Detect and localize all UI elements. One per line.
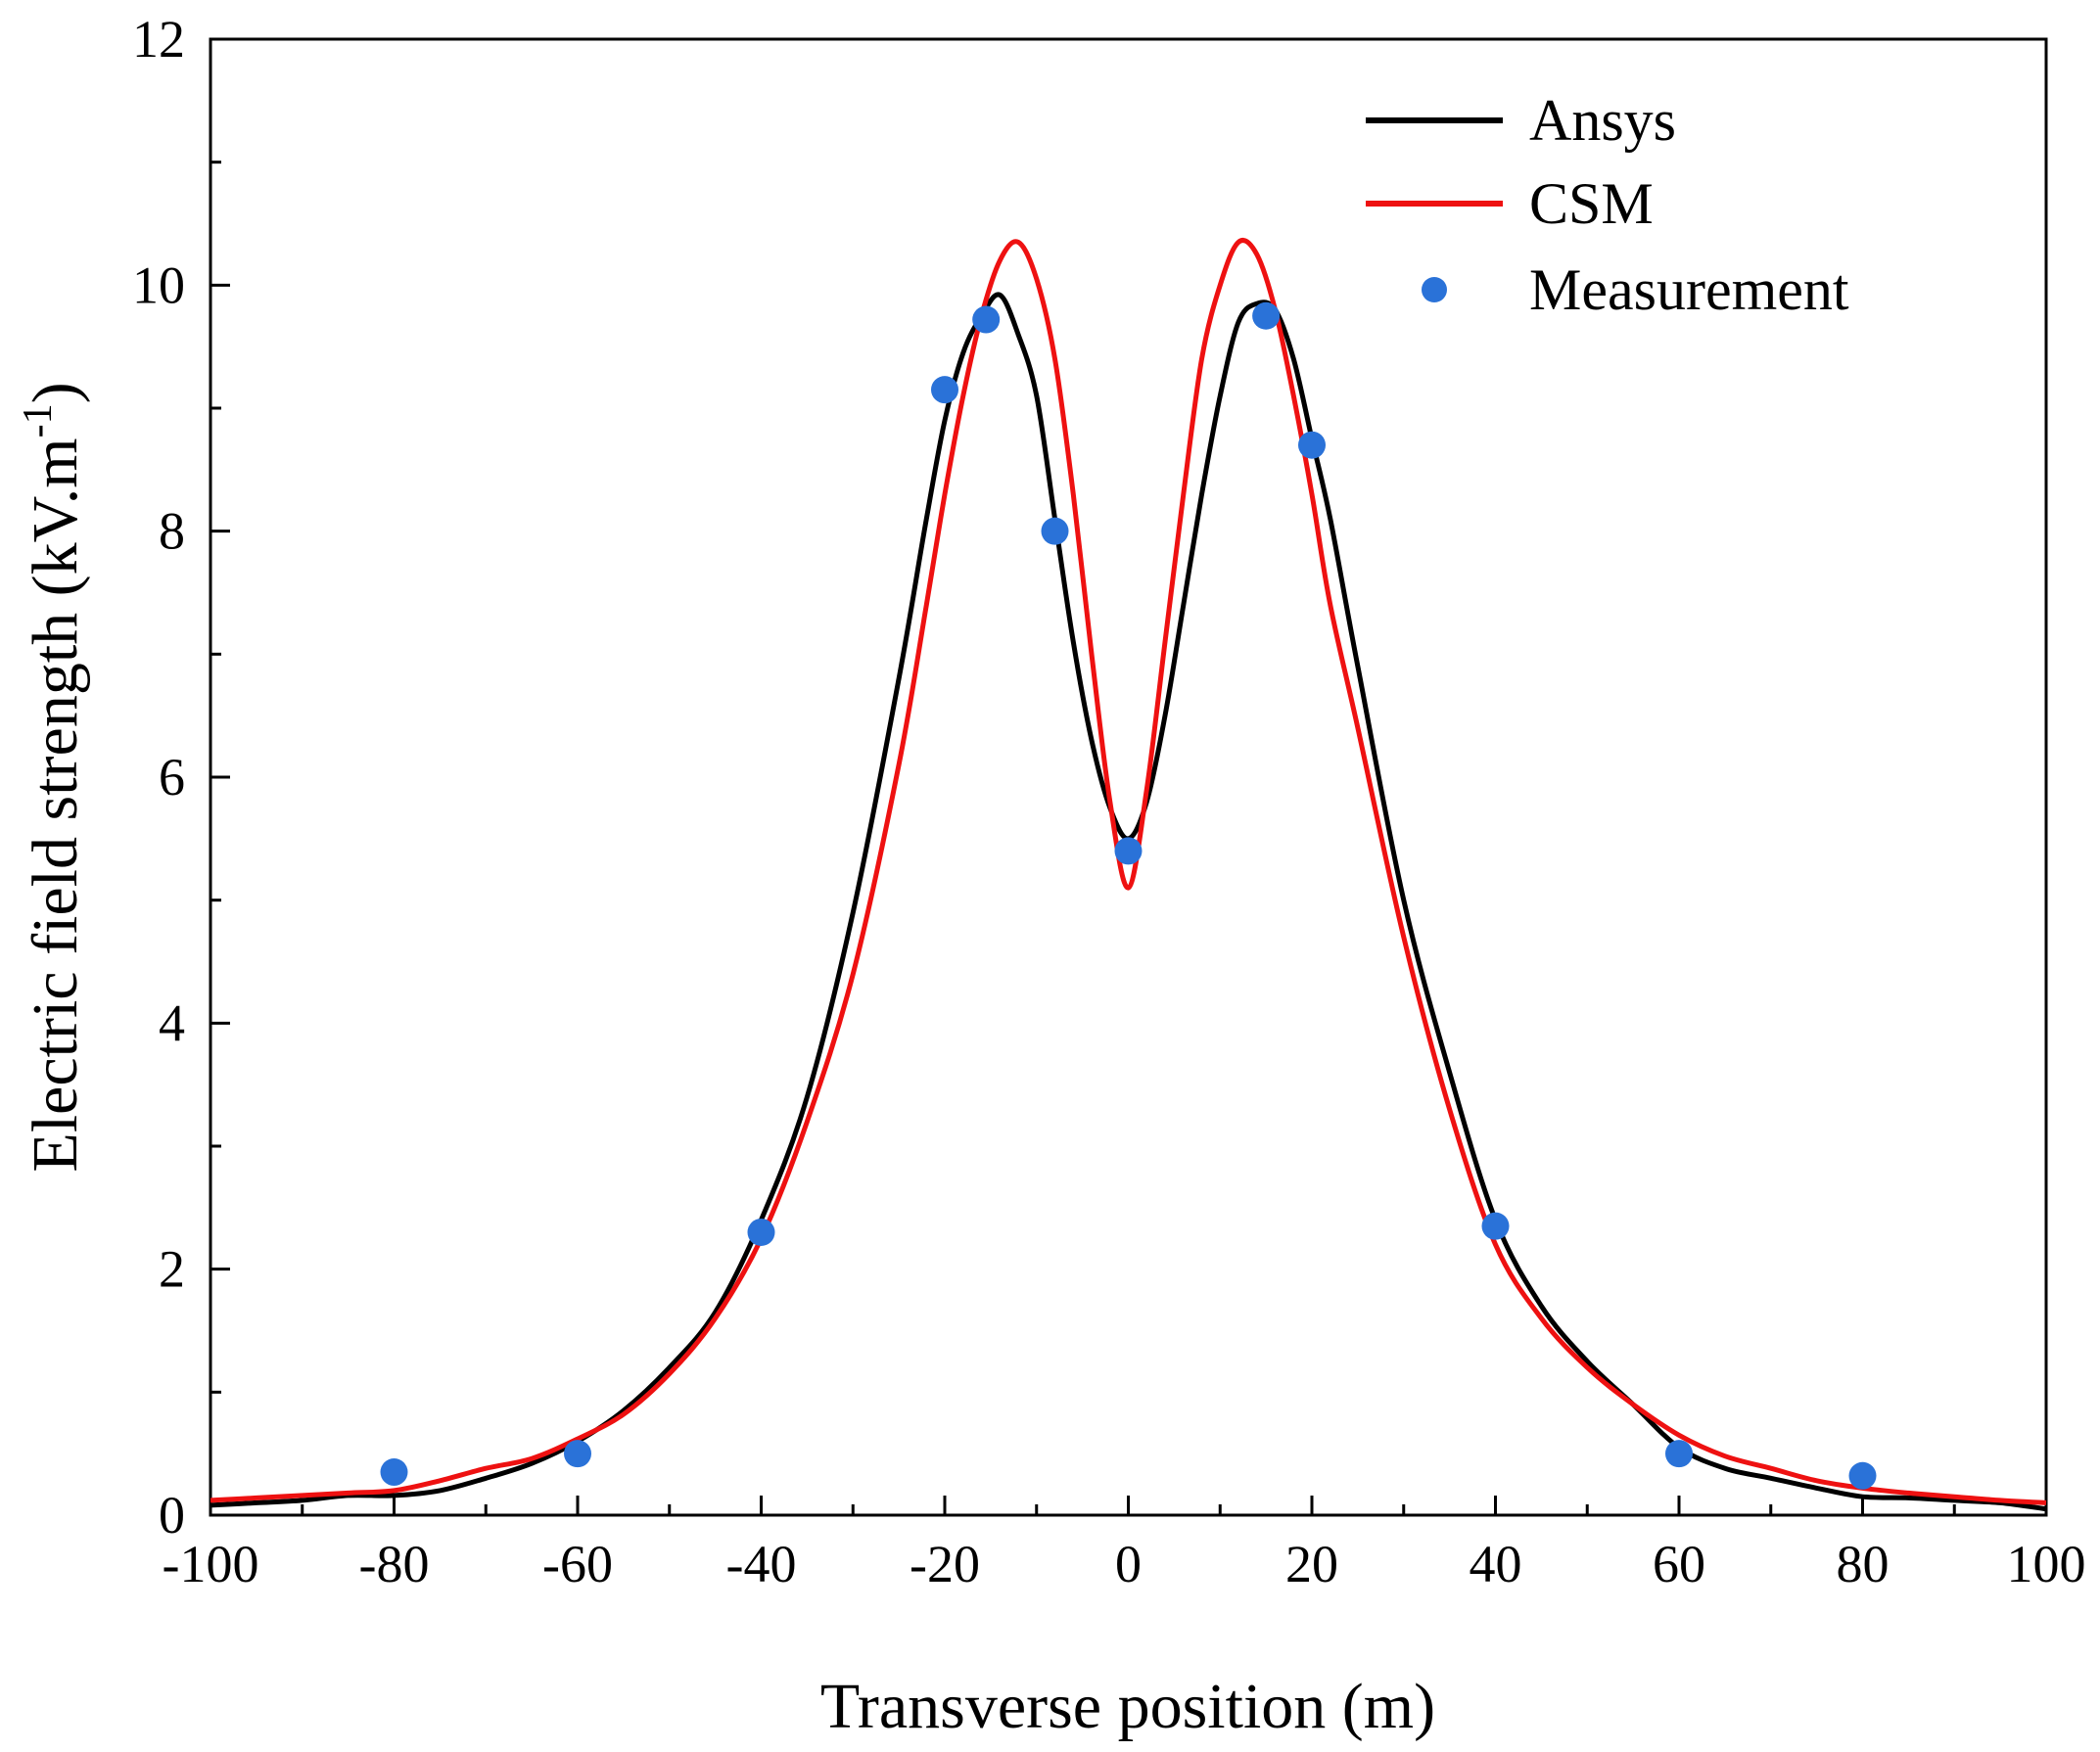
y-tick-label: 0 (159, 1486, 185, 1545)
measurement-point (1252, 301, 1281, 330)
y-tick-label: 8 (159, 502, 185, 561)
x-tick-label: -20 (910, 1535, 980, 1593)
x-tick-label: 80 (1837, 1535, 1890, 1593)
measurement-point (564, 1440, 591, 1468)
measurement-point (1481, 1212, 1510, 1240)
y-tick-labels: 0 2 4 6 8 10 12 (132, 10, 185, 1545)
y-tick-label: 10 (132, 255, 185, 314)
measurement-point (1665, 1440, 1693, 1468)
tick-marks (209, 37, 2048, 1517)
legend-label-ansys: Ansys (1529, 88, 1676, 153)
legend-label-measurement: Measurement (1529, 257, 1849, 322)
series-lines (210, 238, 2047, 1512)
measurement-point (747, 1218, 775, 1246)
measurement-point (1298, 431, 1326, 459)
x-tick-label: -60 (542, 1535, 613, 1593)
measurement-point (972, 305, 1001, 334)
y-tick-label: 12 (132, 10, 185, 69)
y-tick-label: 4 (159, 993, 185, 1052)
y-axis-title: Electric field strength (kV.m-1) (16, 382, 91, 1172)
x-tick-label: 0 (1115, 1535, 1142, 1593)
legend-label-csm: CSM (1529, 171, 1654, 236)
x-tick-label: -100 (163, 1535, 259, 1593)
y-axis-title-superscript: -1 (16, 403, 61, 438)
measurement-point (380, 1458, 408, 1487)
measurement-point (1848, 1461, 1877, 1490)
x-tick-label: -40 (726, 1535, 797, 1593)
x-tick-label: 60 (1653, 1535, 1705, 1593)
x-tick-label: 100 (2007, 1535, 2086, 1593)
y-tick-label: 2 (159, 1240, 185, 1299)
x-tick-labels: -100 -80 -60 -40 -20 0 20 40 60 80 100 (163, 1535, 2086, 1593)
measurement-points (380, 301, 1877, 1490)
x-axis-title: Transverse position (m) (820, 1671, 1435, 1742)
x-tick-label: 20 (1285, 1535, 1338, 1593)
x-tick-label: -80 (359, 1535, 430, 1593)
measurement-point (1041, 517, 1069, 545)
legend-swatch-measurement (1422, 277, 1447, 302)
x-tick-label: 40 (1470, 1535, 1522, 1593)
measurement-point (931, 376, 958, 404)
measurement-point (1114, 837, 1143, 865)
y-tick-label: 6 (159, 748, 185, 807)
legend: Ansys CSM Measurement (1366, 88, 1849, 322)
series-line-csm (210, 238, 2047, 1505)
series-line-ansys (210, 292, 2047, 1512)
y-axis-title-close: ) (20, 382, 91, 403)
y-axis-title-main: Electric field strength (kV.m (20, 438, 91, 1172)
